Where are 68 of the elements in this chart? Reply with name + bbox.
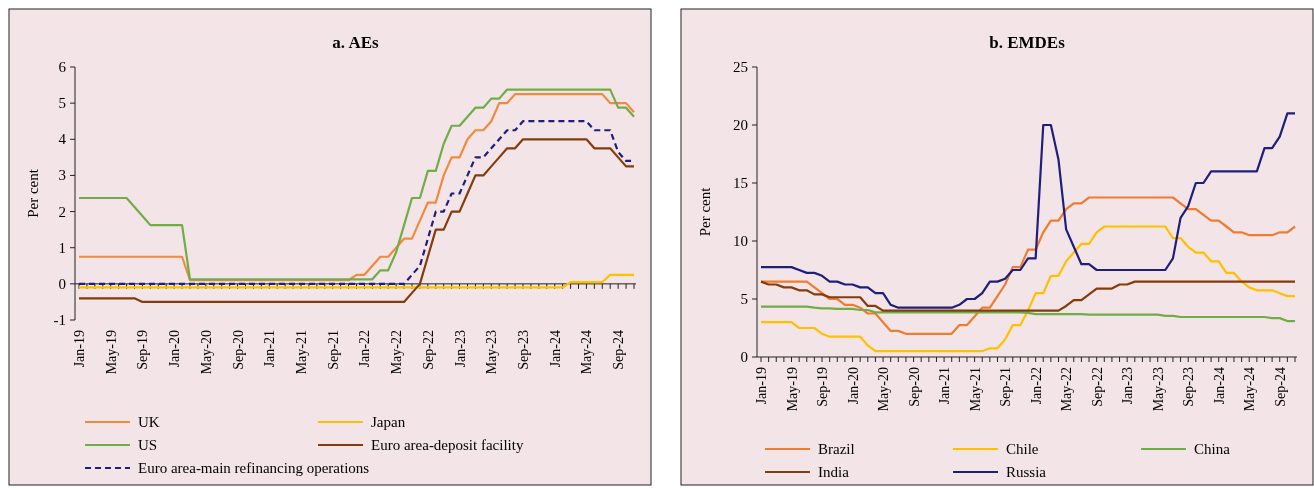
x-tick-label: Jan-19 <box>72 330 87 368</box>
y-tick-label: 10 <box>733 233 748 249</box>
x-tick-label: Sep-23 <box>1181 367 1197 407</box>
x-tick-label: Sep-20 <box>230 330 246 370</box>
x-tick-label: Jan-19 <box>754 367 769 405</box>
x-tick-label: Sep-21 <box>325 330 341 370</box>
legend-label: Japan <box>371 414 406 430</box>
line-series <box>759 225 1297 353</box>
y-tick-label: 5 <box>740 291 748 307</box>
legend-label: Chile <box>1006 441 1039 457</box>
chart-title: a. AEs <box>332 33 380 52</box>
legend-label: Euro area-deposit facility <box>371 437 524 453</box>
x-tick-label: Jan-22 <box>357 330 373 368</box>
x-tick-label: May-20 <box>876 367 892 412</box>
x-tick-label: Sep-20 <box>906 367 922 407</box>
x-tick-label: May-19 <box>784 367 800 412</box>
legend-label: US <box>138 437 158 453</box>
x-tick-label: Jan-24 <box>547 330 563 368</box>
x-tick-label: May-24 <box>1242 367 1258 412</box>
legend-label: China <box>1194 441 1231 457</box>
x-tick-label: Sep-19 <box>135 330 151 370</box>
legend-label: Brazil <box>818 441 855 457</box>
x-tick-label: Sep-24 <box>1272 367 1288 407</box>
x-tick-label: Jan-22 <box>1028 367 1044 405</box>
legend-label: India <box>818 464 850 480</box>
line-series <box>759 305 1297 323</box>
x-tick-label: May-19 <box>103 330 119 375</box>
y-tick-label: 15 <box>733 175 748 191</box>
x-tick-label: May-22 <box>389 330 405 375</box>
x-tick-label: May-21 <box>967 367 983 412</box>
legend-label: Euro area-main refinancing operations <box>138 460 370 476</box>
y-tick-label: 0 <box>740 349 748 365</box>
line-series <box>759 280 1297 312</box>
x-tick-label: May-21 <box>294 330 309 375</box>
y-tick-label: 1 <box>58 239 66 256</box>
line-series <box>759 112 1297 309</box>
x-tick-label: Jan-21 <box>937 367 953 405</box>
x-tick-label: Sep-23 <box>516 330 531 370</box>
y-tick-label: 4 <box>58 131 67 148</box>
chart-title: b. EMDEs <box>989 33 1066 52</box>
y-tick-label: 0 <box>58 275 66 292</box>
legend-label: Russia <box>1006 464 1047 480</box>
x-tick-label: Sep-22 <box>1089 367 1105 407</box>
x-tick-label: May-22 <box>1059 367 1075 412</box>
x-tick-label: Sep-22 <box>420 330 436 370</box>
x-tick-label: Jan-24 <box>1211 367 1227 405</box>
y-tick-label: 2 <box>58 203 66 220</box>
x-tick-label: May-23 <box>484 330 500 375</box>
x-tick-label: May-23 <box>1150 367 1166 412</box>
y-axis-title: Per cent <box>697 186 713 237</box>
x-tick-label: Sep-21 <box>998 367 1014 407</box>
x-tick-label: Jan-20 <box>167 330 183 368</box>
x-tick-label: Sep-19 <box>815 367 831 407</box>
y-tick-label: 20 <box>733 117 748 133</box>
y-tick-label: -1 <box>53 312 66 328</box>
y-tick-label: 3 <box>58 167 66 184</box>
y-tick-label: 6 <box>58 59 67 75</box>
x-tick-label: May-20 <box>198 330 214 375</box>
x-tick-label: Jan-20 <box>845 367 861 405</box>
y-tick-label: 5 <box>58 95 66 112</box>
x-tick-label: Jan-23 <box>452 330 468 368</box>
y-axis-title: Per cent <box>25 168 41 218</box>
x-tick-label: Jan-21 <box>262 330 278 368</box>
x-tick-label: May-24 <box>579 330 595 375</box>
x-tick-label: Sep-24 <box>611 330 627 370</box>
x-tick-label: Jan-23 <box>1120 367 1136 405</box>
legend-label: UK <box>138 414 160 430</box>
y-tick-label: 25 <box>733 59 748 75</box>
